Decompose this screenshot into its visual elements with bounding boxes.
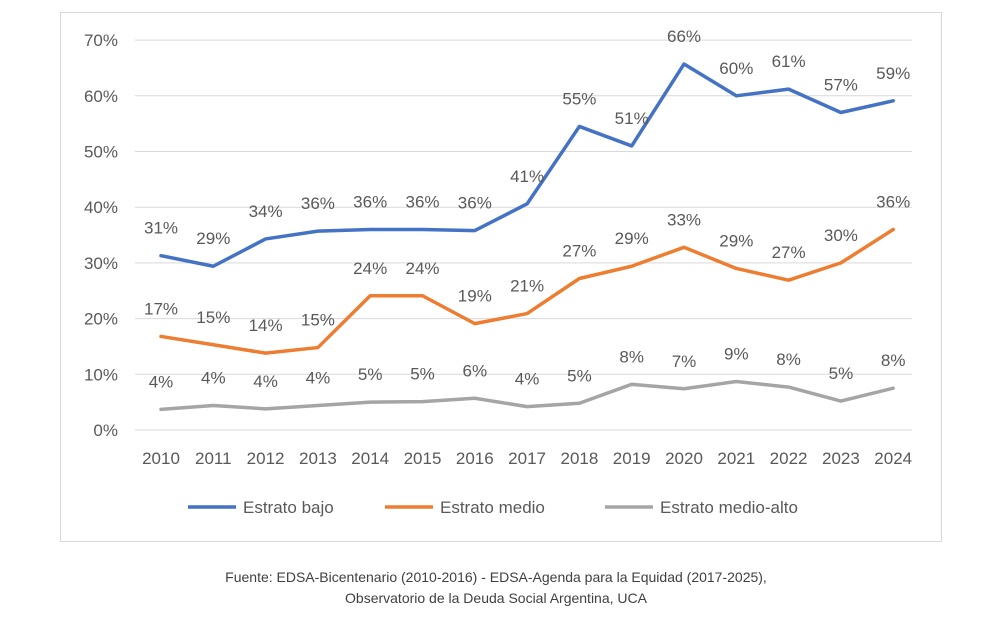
data-label: 17%: [144, 299, 178, 318]
y-tick-label: 20%: [84, 310, 118, 329]
data-label: 30%: [824, 226, 858, 245]
y-tick-label: 30%: [84, 254, 118, 273]
legend-label: Estrato medio-alto: [660, 498, 798, 517]
x-tick-label: 2023: [822, 449, 860, 468]
data-label: 5%: [829, 364, 854, 383]
x-tick-label: 2018: [560, 449, 598, 468]
x-tick-label: 2013: [299, 449, 337, 468]
data-label: 41%: [510, 167, 544, 186]
line-chart: 0% 10% 20% 30% 40% 50% 60% 70% 2010 2011 2012 2013 2…: [84, 27, 912, 517]
source-line-2: Observatorio de la Deuda Social Argentin…: [345, 590, 647, 606]
data-label: 36%: [458, 194, 492, 213]
x-tick-label: 2022: [770, 449, 808, 468]
x-tick-label: 2014: [351, 449, 389, 468]
data-label: 5%: [410, 365, 435, 384]
data-label: 33%: [667, 210, 701, 229]
data-label: 61%: [772, 52, 806, 71]
data-label: 34%: [249, 202, 283, 221]
data-label: 8%: [619, 347, 644, 366]
data-label: 21%: [510, 277, 544, 296]
data-label: 15%: [196, 308, 230, 327]
y-tick-label: 60%: [84, 87, 118, 106]
data-label: 4%: [306, 368, 331, 387]
data-label: 8%: [776, 350, 801, 369]
x-tick-label: 2016: [456, 449, 494, 468]
data-label: 36%: [353, 192, 387, 211]
x-tick-label: 2020: [665, 449, 703, 468]
data-label: 19%: [458, 287, 492, 306]
y-tick-label: 40%: [84, 198, 118, 217]
x-tick-label: 2024: [874, 449, 912, 468]
data-label: 4%: [149, 372, 174, 391]
data-label: 4%: [253, 372, 278, 391]
data-label: 27%: [772, 243, 806, 262]
data-label: 51%: [615, 109, 649, 128]
data-label: 5%: [358, 365, 383, 384]
y-tick-label: 0%: [93, 421, 118, 440]
data-label: 36%: [876, 192, 910, 211]
x-tick-label: 2019: [613, 449, 651, 468]
source-line-1: Fuente: EDSA-Bicentenario (2010-2016) - …: [225, 569, 767, 585]
y-tick-label: 70%: [84, 31, 118, 50]
y-tick-label: 10%: [84, 365, 118, 384]
y-tick-label: 50%: [84, 143, 118, 162]
legend-label: Estrato bajo: [243, 498, 334, 517]
data-label: 8%: [881, 351, 906, 370]
data-label: 36%: [405, 192, 439, 211]
data-label: 55%: [562, 89, 596, 108]
x-tick-label: 2012: [247, 449, 285, 468]
data-label: 29%: [615, 229, 649, 248]
data-label: 36%: [301, 194, 335, 213]
data-label: 27%: [562, 241, 596, 260]
series-line-estrato-bajo: [159, 62, 895, 268]
data-label: 4%: [515, 370, 540, 389]
legend-label: Estrato medio: [440, 498, 545, 517]
data-label: 24%: [405, 259, 439, 278]
x-tick-label: 2015: [404, 449, 442, 468]
data-label: 6%: [463, 361, 488, 380]
data-label: 59%: [876, 64, 910, 83]
data-label: 29%: [196, 229, 230, 248]
data-label: 29%: [719, 231, 753, 250]
data-label: 31%: [144, 219, 178, 238]
data-label: 14%: [249, 316, 283, 335]
data-label: 4%: [201, 368, 226, 387]
x-tick-label: 2011: [195, 449, 232, 468]
data-label: 7%: [672, 352, 697, 371]
data-label: 15%: [301, 311, 335, 330]
data-label: 57%: [824, 76, 858, 95]
data-label: 24%: [353, 259, 387, 278]
data-label: 5%: [567, 366, 592, 385]
x-tick-label: 2021: [717, 449, 755, 468]
data-label: 66%: [667, 27, 701, 46]
x-tick-label: 2017: [508, 449, 546, 468]
data-label: 9%: [724, 345, 749, 364]
x-tick-label: 2010: [142, 449, 180, 468]
data-label: 60%: [719, 59, 753, 78]
